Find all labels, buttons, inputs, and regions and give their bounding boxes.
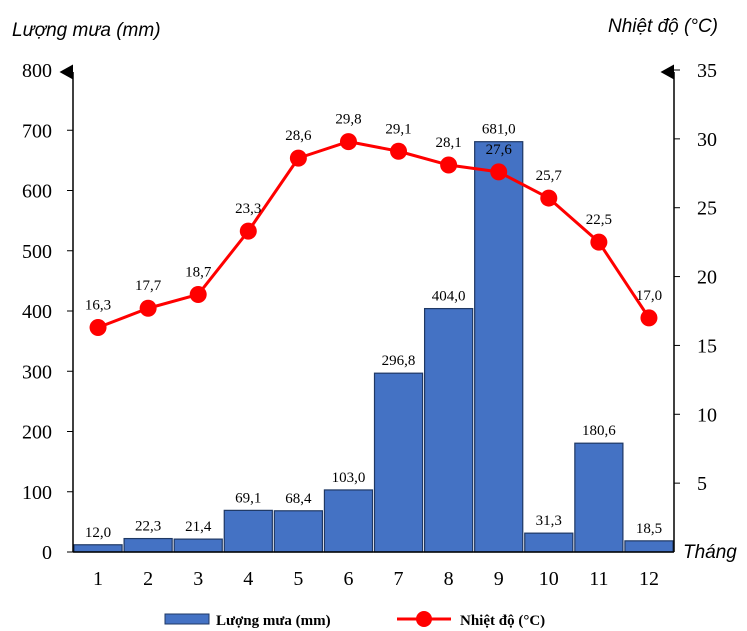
rainfall-data-label: 12,0 xyxy=(85,525,111,541)
temperature-data-label: 22,5 xyxy=(586,212,612,228)
legend: Lượng mưa (mm) Nhiệt độ (°C) xyxy=(164,611,545,629)
rainfall-data-label: 180,6 xyxy=(582,423,616,439)
x-tick-label: 3 xyxy=(193,568,203,590)
right-tick-label: 30 xyxy=(697,129,717,151)
left-tick-label: 800 xyxy=(22,60,52,82)
temperature-line xyxy=(89,133,658,337)
left-tick-label: 400 xyxy=(22,301,52,323)
temperature-point xyxy=(339,133,357,151)
temperature-data-label: 16,3 xyxy=(85,298,111,314)
x-tick-label: 4 xyxy=(243,568,253,590)
rainfall-bars xyxy=(73,141,674,553)
rainfall-data-label: 68,4 xyxy=(285,491,312,507)
rainfall-bar xyxy=(423,307,474,553)
temperature-series-line xyxy=(97,140,651,329)
temperature-point xyxy=(139,299,157,317)
temperature-data-label: 17,0 xyxy=(636,288,662,304)
rainfall-data-label: 296,8 xyxy=(382,353,416,369)
x-tick-label: 1 xyxy=(93,568,103,590)
rainfall-bar xyxy=(223,509,273,553)
temperature-point xyxy=(540,189,558,207)
right-tick-label: 5 xyxy=(697,473,707,495)
x-tick-label: 11 xyxy=(589,568,608,590)
temperature-point xyxy=(440,156,458,174)
rainfall-data-label: 22,3 xyxy=(135,519,161,535)
left-tick-label: 700 xyxy=(22,120,52,142)
x-axis-ticks: 1 2 3 4 5 6 7 8 9 10 11 12 xyxy=(93,568,659,590)
left-tick-label: 100 xyxy=(22,482,52,504)
rainfall-data-label: 18,5 xyxy=(636,521,662,537)
rainfall-data-label: 21,4 xyxy=(185,519,212,535)
legend-label-rainfall: Lượng mưa (mm) xyxy=(216,613,331,629)
rainfall-bar xyxy=(73,544,123,553)
right-tick-label: 20 xyxy=(697,267,717,289)
left-tick-label: 0 xyxy=(42,542,52,564)
x-tick-label: 9 xyxy=(494,568,504,590)
left-axis-title: Lượng mưa (mm) xyxy=(12,20,161,41)
temperature-data-label: 23,3 xyxy=(235,201,261,217)
rainfall-bar xyxy=(624,540,674,553)
rainfall-bar xyxy=(373,372,424,553)
legend-swatch-rainfall xyxy=(164,613,210,625)
right-tick-label: 15 xyxy=(697,335,717,357)
right-axis-title: Nhiệt độ (°C) xyxy=(608,16,718,37)
x-axis-title: Tháng xyxy=(683,542,737,563)
left-tick-label: 600 xyxy=(22,181,52,203)
axes xyxy=(59,64,675,553)
rainfall-bar xyxy=(173,538,223,553)
right-axis-ticks: 5 10 15 20 25 30 35 xyxy=(674,60,717,495)
x-tick-label: 12 xyxy=(639,568,659,590)
left-tick-label: 500 xyxy=(22,241,52,263)
left-tick-label: 300 xyxy=(22,361,52,383)
temperature-data-label: 28,1 xyxy=(436,135,462,151)
x-tick-label: 6 xyxy=(343,568,353,590)
temperature-point xyxy=(89,319,107,337)
temperature-point xyxy=(239,222,257,240)
temperature-data-label: 25,7 xyxy=(536,168,563,184)
x-tick-label: 2 xyxy=(143,568,153,590)
rainfall-bar xyxy=(574,442,624,553)
temperature-point xyxy=(390,142,408,160)
x-tick-label: 10 xyxy=(539,568,559,590)
temperature-data-label: 18,7 xyxy=(185,264,212,280)
temperature-point xyxy=(640,309,658,327)
temperature-data-label: 29,1 xyxy=(385,121,411,137)
right-tick-label: 25 xyxy=(697,198,717,220)
rainfall-data-label: 404,0 xyxy=(432,289,466,305)
temperature-data-label: 28,6 xyxy=(285,128,312,144)
x-tick-label: 5 xyxy=(293,568,303,590)
rainfall-bar xyxy=(123,537,173,553)
rainfall-data-label: 681,0 xyxy=(482,122,516,138)
rainfall-data-label: 103,0 xyxy=(332,470,366,486)
temperature-data-label: 29,8 xyxy=(335,112,361,128)
rainfall-labels: 12,0 22,3 21,4 69,1 68,4 103,0 296,8 404,0 681,0… xyxy=(85,122,662,541)
temperature-labels: 16,3 17,7 18,7 23,3 28,6 29,8 29,1 28,1 27,6 25,7… xyxy=(85,112,662,314)
right-tick-label: 10 xyxy=(697,404,717,426)
left-axis-ticks: 0 100 200 300 400 500 600 700 800 xyxy=(22,60,73,564)
rainfall-bar xyxy=(474,141,524,553)
x-tick-label: 8 xyxy=(444,568,454,590)
left-tick-label: 200 xyxy=(22,422,52,444)
temperature-data-label: 17,7 xyxy=(135,278,162,294)
rainfall-bar xyxy=(323,489,374,553)
rainfall-bar xyxy=(273,510,324,553)
temperature-point xyxy=(490,163,508,181)
temperature-point xyxy=(189,285,207,303)
right-tick-label: 35 xyxy=(697,60,717,82)
rainfall-data-label: 31,3 xyxy=(536,513,562,529)
rainfall-bar xyxy=(524,532,574,553)
temperature-data-label: 27,6 xyxy=(486,142,513,158)
x-tick-label: 7 xyxy=(394,568,404,590)
legend-label-temperature: Nhiệt độ (°C) xyxy=(460,613,545,629)
temperature-point xyxy=(590,233,608,251)
legend-marker-temperature xyxy=(416,611,432,627)
rainfall-data-label: 69,1 xyxy=(235,490,261,506)
temperature-point xyxy=(289,149,307,167)
